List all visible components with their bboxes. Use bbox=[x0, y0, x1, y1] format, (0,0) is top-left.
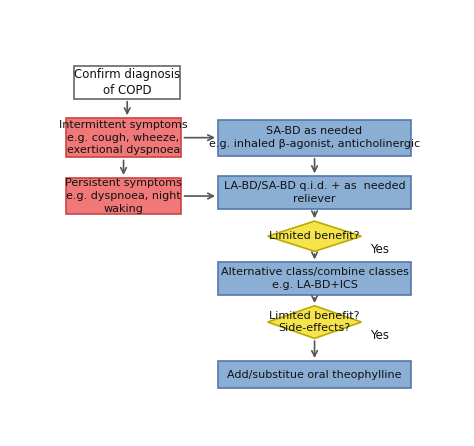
FancyBboxPatch shape bbox=[66, 178, 182, 214]
Polygon shape bbox=[268, 306, 361, 339]
Text: Yes: Yes bbox=[370, 329, 389, 343]
Text: Yes: Yes bbox=[370, 243, 389, 256]
Text: SA-BD as needed
e.g. inhaled β-agonist, anticholinergic: SA-BD as needed e.g. inhaled β-agonist, … bbox=[209, 126, 420, 149]
Text: LA-BD/SA-BD q.i.d. + as  needed
reliever: LA-BD/SA-BD q.i.d. + as needed reliever bbox=[224, 181, 405, 204]
Text: Limited benefit?
Side-effects?: Limited benefit? Side-effects? bbox=[269, 311, 360, 333]
FancyBboxPatch shape bbox=[66, 118, 182, 157]
Text: Add/substitue oral theophylline: Add/substitue oral theophylline bbox=[228, 370, 402, 380]
Text: Limited benefit?: Limited benefit? bbox=[269, 231, 360, 241]
Text: Persistent symptoms
e.g. dyspnoea, night
waking: Persistent symptoms e.g. dyspnoea, night… bbox=[65, 178, 182, 214]
FancyBboxPatch shape bbox=[218, 176, 411, 209]
FancyBboxPatch shape bbox=[218, 262, 411, 295]
Text: Intermittent symptoms
e.g. cough, wheeze,
exertional dyspnoea: Intermittent symptoms e.g. cough, wheeze… bbox=[59, 120, 188, 156]
FancyBboxPatch shape bbox=[218, 120, 411, 156]
Text: Confirm diagnosis
of COPD: Confirm diagnosis of COPD bbox=[74, 68, 180, 98]
Text: Alternative class/combine classes
e.g. LA-BD+ICS: Alternative class/combine classes e.g. L… bbox=[220, 267, 409, 290]
Polygon shape bbox=[268, 221, 361, 252]
FancyBboxPatch shape bbox=[74, 66, 181, 99]
FancyBboxPatch shape bbox=[218, 361, 411, 388]
